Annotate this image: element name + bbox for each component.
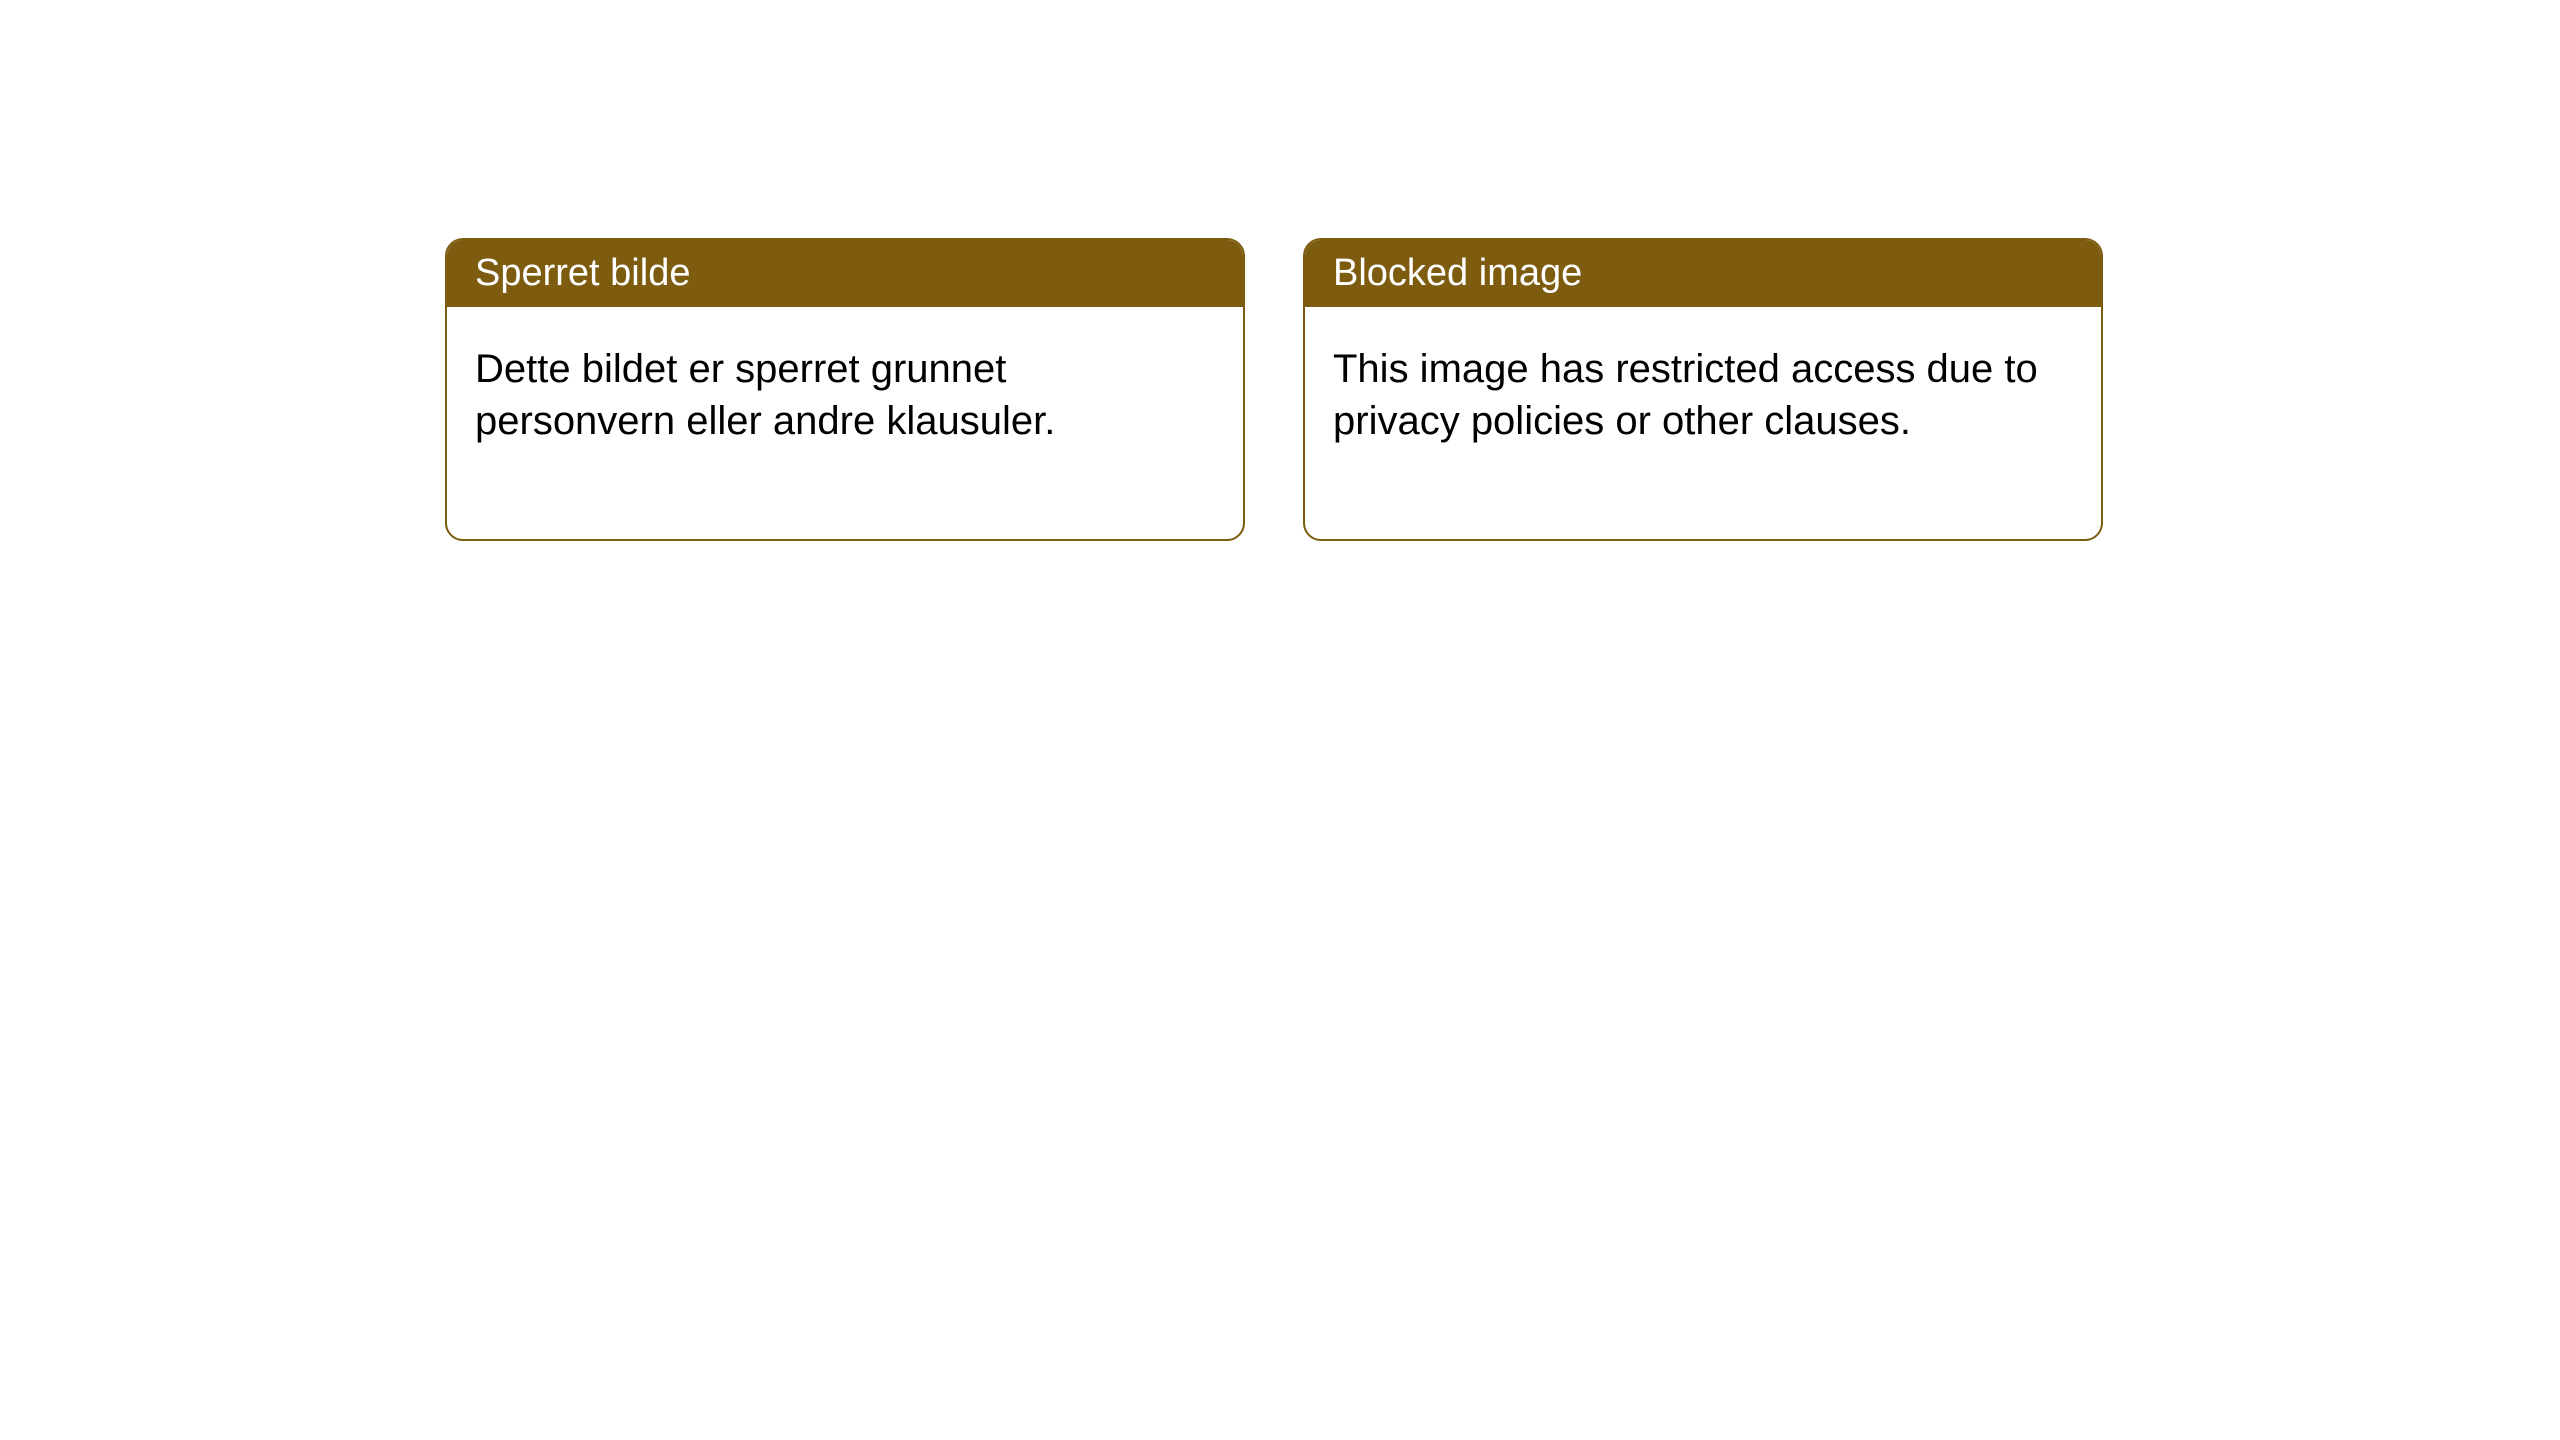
notice-card-norwegian: Sperret bilde Dette bildet er sperret gr… <box>445 238 1245 541</box>
notice-card-english: Blocked image This image has restricted … <box>1303 238 2103 541</box>
notice-title: Blocked image <box>1305 240 2101 307</box>
notice-title: Sperret bilde <box>447 240 1243 307</box>
notice-body: This image has restricted access due to … <box>1305 307 2101 539</box>
notice-body: Dette bildet er sperret grunnet personve… <box>447 307 1243 539</box>
notice-container: Sperret bilde Dette bildet er sperret gr… <box>445 238 2103 541</box>
